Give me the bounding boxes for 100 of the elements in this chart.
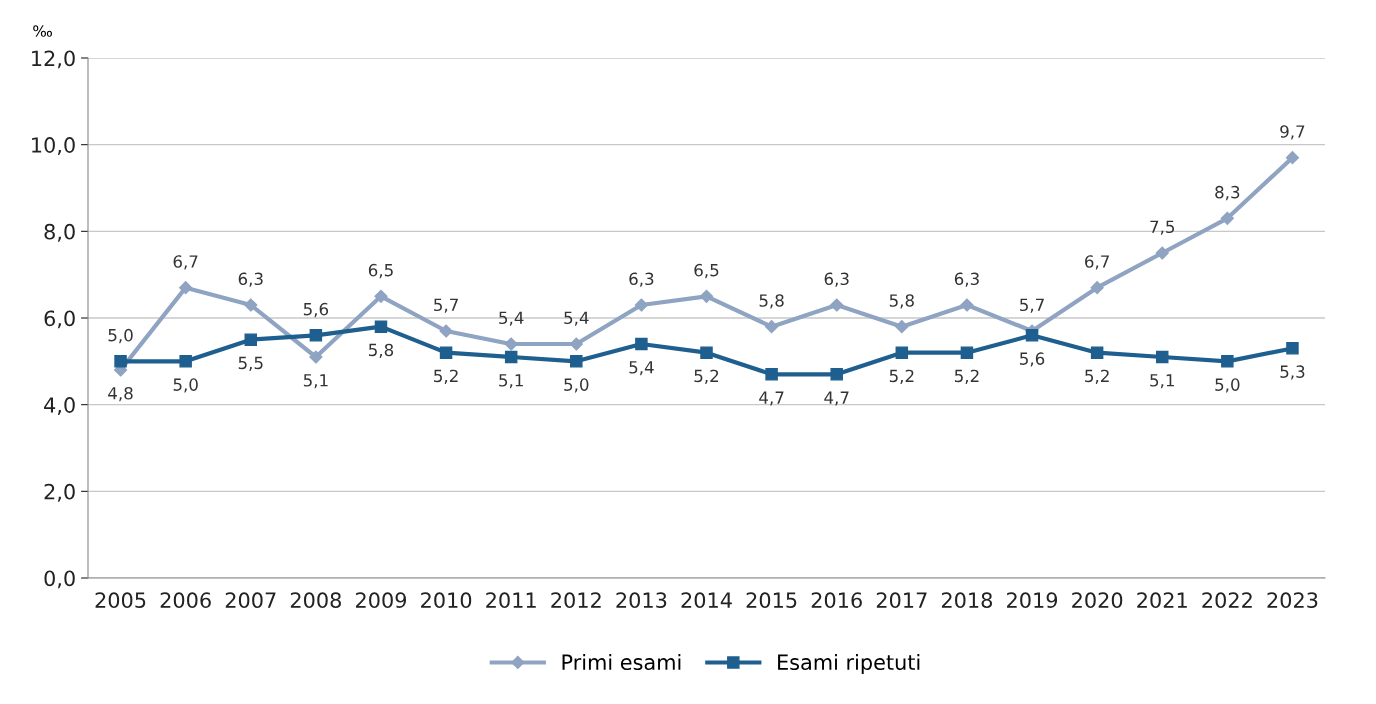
data-label: 7,5 bbox=[1150, 220, 1175, 235]
point bbox=[244, 333, 258, 346]
data-label: 4,8 bbox=[108, 386, 133, 402]
x-tick-label: 2009 bbox=[355, 592, 407, 609]
legend-label: Esami ripetuti bbox=[778, 653, 920, 675]
data-label: 5,2 bbox=[434, 369, 458, 384]
data-label: 5,2 bbox=[954, 369, 979, 384]
x-tick-label: 2006 bbox=[160, 592, 211, 609]
y-tick-label: 2,0 bbox=[44, 483, 75, 502]
point bbox=[699, 289, 714, 303]
point bbox=[1221, 355, 1234, 368]
point bbox=[569, 337, 583, 351]
data-label: 6,3 bbox=[629, 272, 654, 287]
data-label: 5,8 bbox=[889, 294, 914, 309]
point bbox=[634, 298, 648, 312]
point bbox=[309, 350, 323, 364]
x-tick-label: 2012 bbox=[551, 592, 601, 609]
point bbox=[1155, 350, 1169, 364]
y-tick-label: 10,0 bbox=[32, 137, 75, 155]
point bbox=[830, 298, 844, 312]
point bbox=[1286, 342, 1299, 355]
point bbox=[114, 355, 127, 368]
point bbox=[439, 324, 453, 338]
x-tick-label: 2011 bbox=[486, 592, 536, 609]
point bbox=[960, 298, 974, 312]
x-tick-label: 2019 bbox=[1007, 592, 1058, 609]
x-tick-label: 2015 bbox=[746, 592, 797, 609]
data-label: 6,3 bbox=[954, 272, 979, 287]
data-label: 9,7 bbox=[1280, 125, 1305, 140]
point bbox=[439, 346, 453, 359]
data-label: 5,2 bbox=[694, 369, 719, 384]
data-label: 5,8 bbox=[759, 294, 784, 309]
data-label: 6,5 bbox=[368, 263, 393, 279]
point bbox=[374, 320, 388, 333]
point bbox=[504, 337, 518, 351]
point bbox=[179, 355, 192, 368]
point bbox=[1090, 346, 1104, 359]
x-tick-label: 2016 bbox=[811, 592, 862, 609]
point bbox=[895, 320, 909, 334]
x-tick-label: 2022 bbox=[1202, 592, 1252, 609]
data-label: 6,7 bbox=[1085, 255, 1109, 270]
data-label: 8,3 bbox=[1215, 185, 1240, 201]
data-label: 5,6 bbox=[303, 302, 329, 318]
data-label: 5,4 bbox=[564, 311, 589, 326]
data-label: 5,0 bbox=[1215, 378, 1240, 393]
point bbox=[700, 346, 713, 359]
data-label: 5,1 bbox=[499, 374, 523, 389]
legend-label: Primi esami bbox=[562, 653, 681, 671]
point bbox=[179, 281, 193, 295]
point bbox=[1220, 211, 1234, 225]
data-label: 5,7 bbox=[434, 298, 458, 313]
data-label: 6,5 bbox=[694, 263, 719, 279]
point bbox=[244, 298, 258, 312]
point bbox=[1090, 281, 1104, 295]
x-tick-label: 2007 bbox=[225, 592, 276, 609]
x-tick-label: 2014 bbox=[681, 592, 732, 609]
data-label: 6,3 bbox=[824, 272, 849, 287]
x-tick-label: 2008 bbox=[290, 592, 341, 609]
point bbox=[895, 346, 909, 359]
point bbox=[1155, 246, 1169, 260]
y-axis-title: ‰ bbox=[33, 25, 52, 37]
data-label: 5,4 bbox=[499, 311, 524, 326]
data-label: 5,1 bbox=[303, 374, 328, 389]
data-label: 5,8 bbox=[369, 343, 394, 358]
data-label: 5,0 bbox=[173, 378, 198, 393]
point bbox=[309, 329, 323, 342]
data-label: 5,6 bbox=[1020, 352, 1045, 367]
y-tick-label: 4,0 bbox=[44, 397, 75, 415]
point bbox=[830, 368, 843, 381]
data-label: 4,7 bbox=[824, 391, 849, 406]
data-label: 5,7 bbox=[1020, 298, 1044, 313]
data-label: 5,5 bbox=[238, 356, 263, 371]
data-label: 4,7 bbox=[759, 391, 784, 406]
data-label: 5,4 bbox=[629, 361, 654, 376]
point bbox=[765, 320, 779, 334]
point bbox=[765, 368, 778, 381]
x-tick-label: 2018 bbox=[941, 592, 992, 609]
y-tick-label: 6,0 bbox=[44, 310, 75, 329]
x-tick-label: 2005 bbox=[95, 592, 146, 609]
y-tick-label: 8,0 bbox=[44, 223, 75, 242]
data-label: 6,3 bbox=[238, 272, 263, 287]
y-tick-label: 0,0 bbox=[44, 570, 75, 589]
data-label: 5,2 bbox=[889, 369, 914, 384]
x-tick-label: 2021 bbox=[1137, 592, 1187, 609]
data-label: 5,2 bbox=[1085, 369, 1109, 384]
x-tick-label: 2017 bbox=[876, 592, 927, 609]
x-tick-label: 2013 bbox=[616, 592, 667, 609]
point bbox=[960, 346, 974, 359]
point bbox=[635, 337, 648, 351]
x-tick-label: 2020 bbox=[1072, 592, 1123, 609]
point bbox=[374, 289, 388, 303]
data-label: 5,0 bbox=[108, 328, 133, 344]
data-label: 5,3 bbox=[1280, 365, 1305, 380]
data-label: 5,0 bbox=[564, 378, 589, 393]
point bbox=[1025, 329, 1039, 342]
point bbox=[1285, 151, 1300, 165]
x-tick-label: 2010 bbox=[421, 592, 472, 609]
point bbox=[504, 350, 518, 364]
y-tick-label: 12,0 bbox=[32, 50, 75, 69]
data-label: 6,7 bbox=[173, 255, 198, 270]
